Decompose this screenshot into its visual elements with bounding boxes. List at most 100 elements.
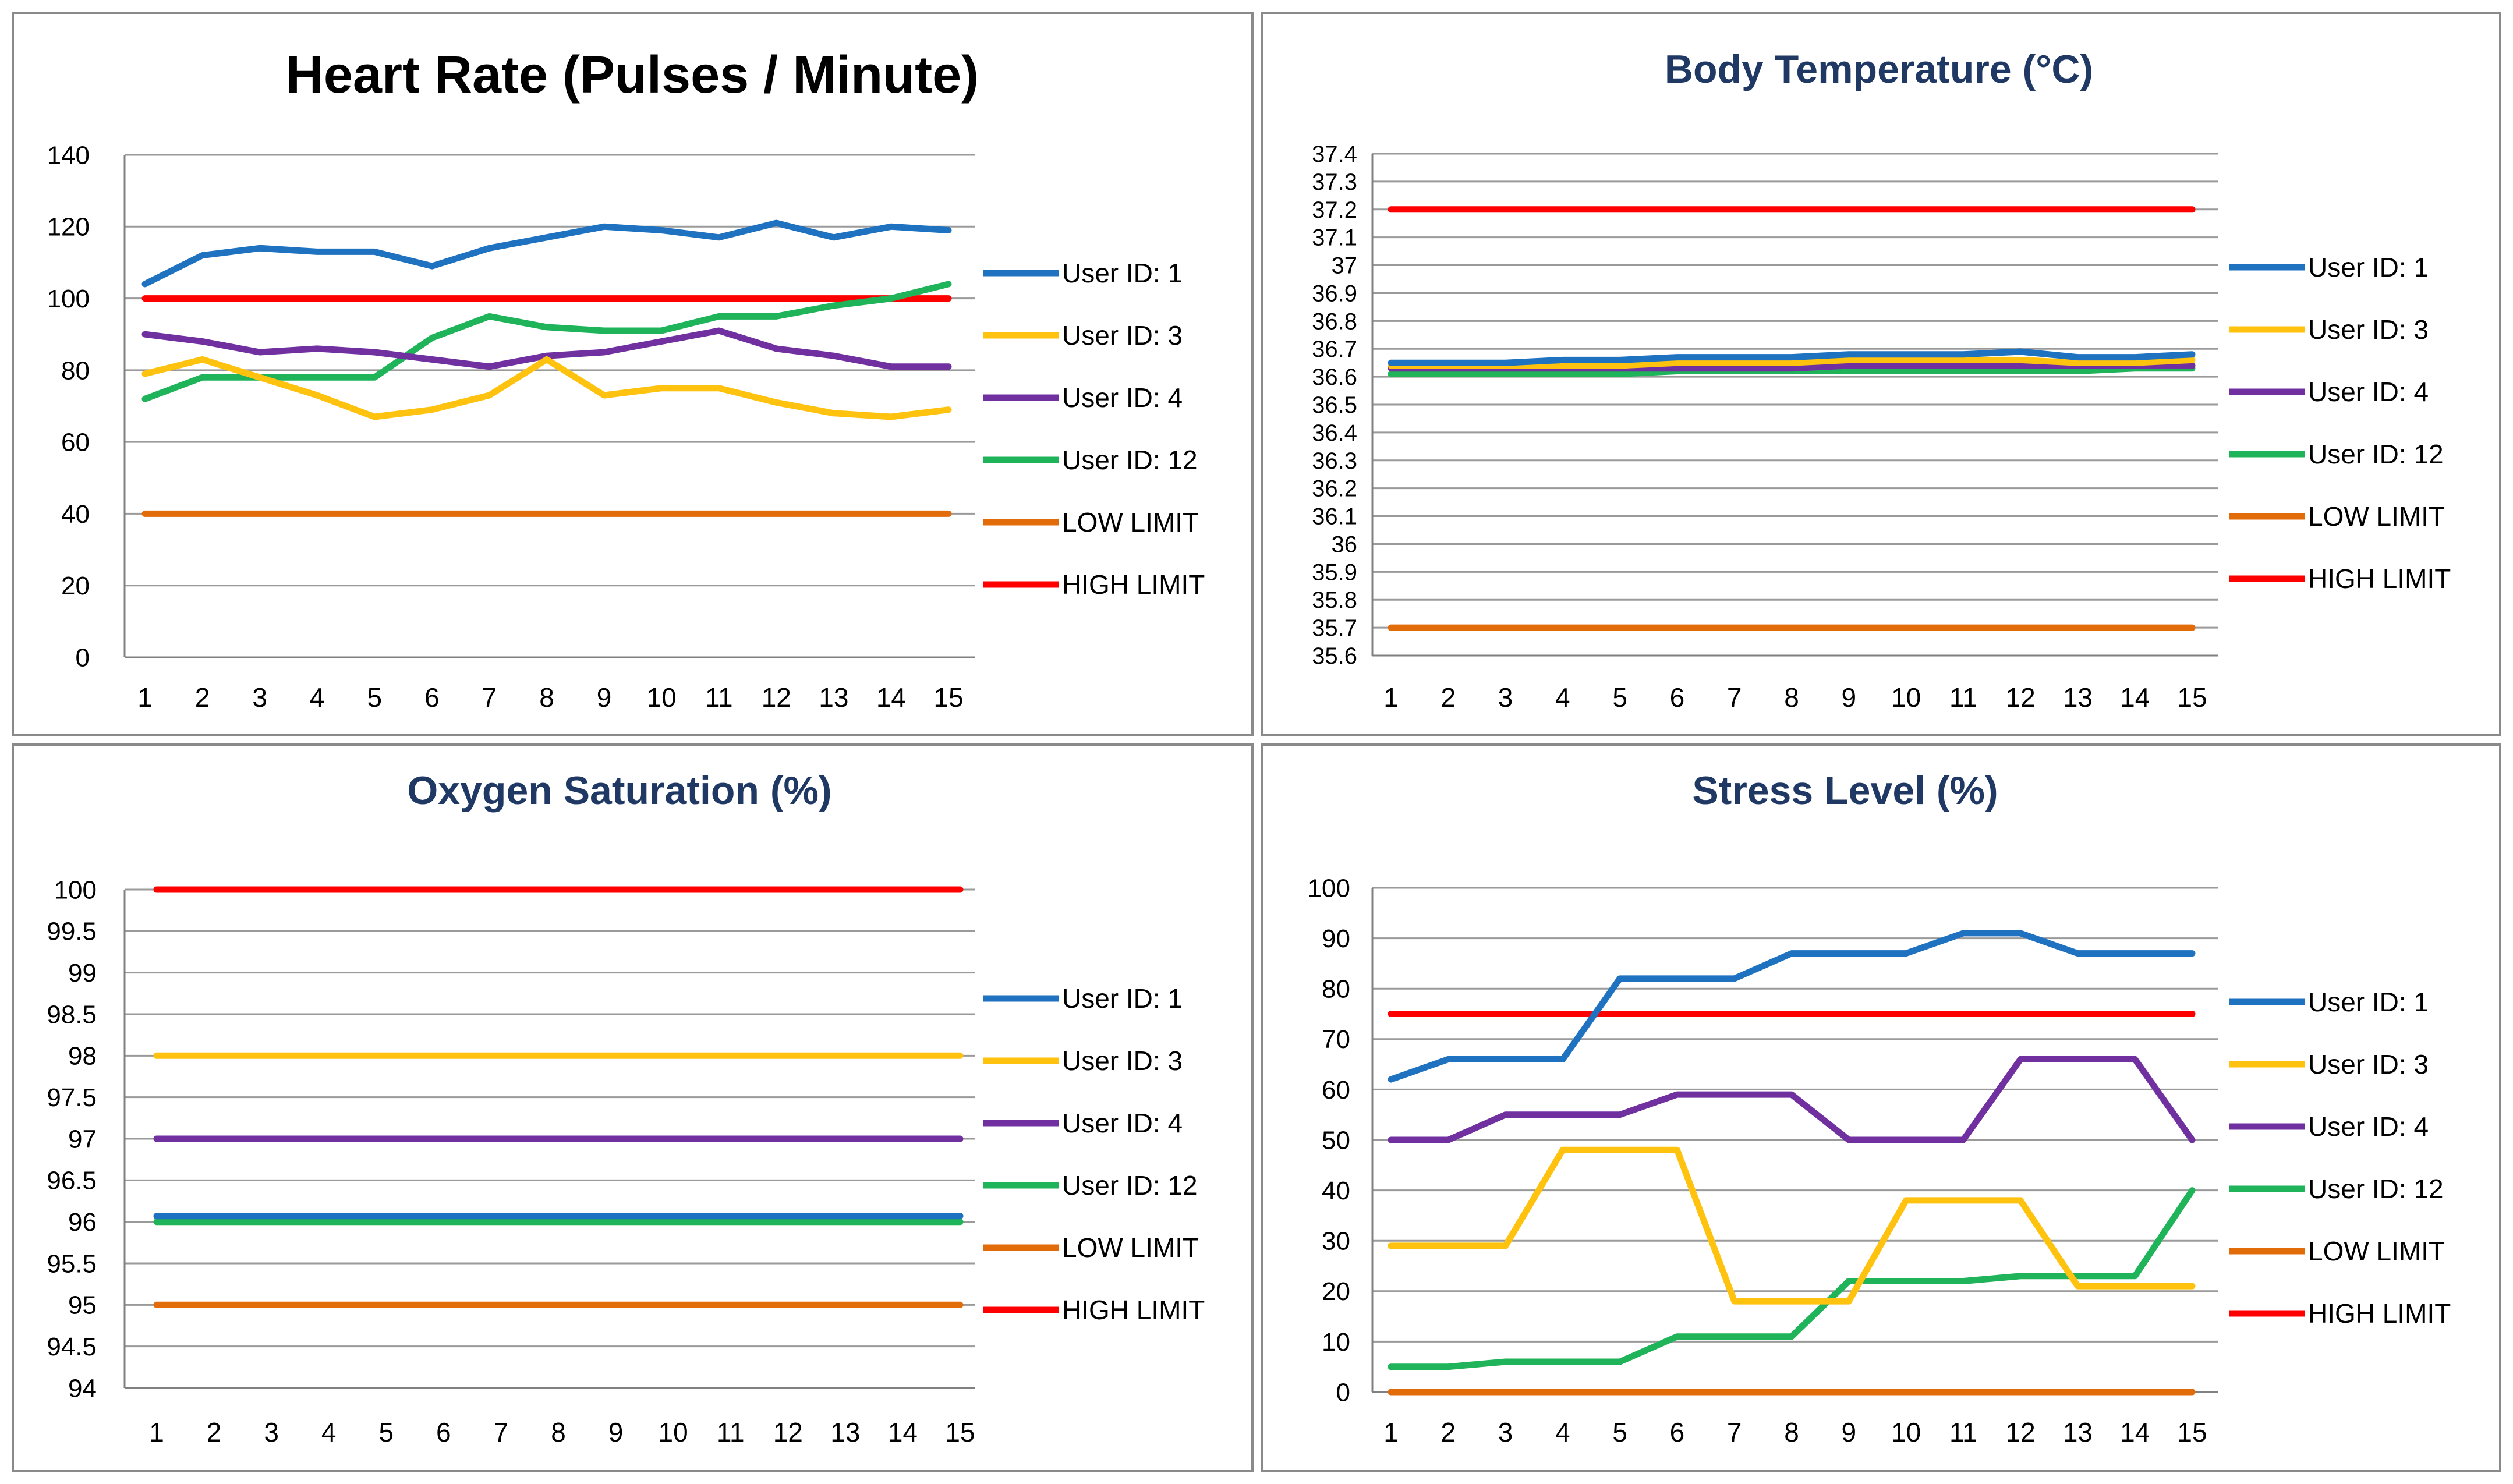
- heart-rate-series-user-id-1: [141, 219, 952, 288]
- oxygen-saturation-legend-label-user-id-1: User ID: 1: [1062, 983, 1183, 1014]
- oxygen-saturation-y-tick-label: 99: [68, 959, 97, 987]
- heart-rate-y-tick-label: 0: [76, 643, 90, 672]
- stress-level-legend-label-high-limit: HIGH LIMIT: [2308, 1298, 2451, 1329]
- stress-level-legend-label-low-limit: LOW LIMIT: [2308, 1236, 2445, 1266]
- oxygen-saturation-x-tick-label: 8: [551, 1417, 566, 1447]
- heart-rate-x-tick-label: 11: [705, 682, 733, 713]
- stress-level-legend-label-user-id-12: User ID: 12: [2308, 1174, 2444, 1204]
- oxygen-saturation-chart: Oxygen Saturation (%) 94 94.5 9 5 95.5 96 96.5…: [47, 768, 1205, 1447]
- body-temperature-y-tick-label: 37.2: [1312, 197, 1357, 223]
- heart-rate-x-tick-label: 8: [539, 682, 554, 713]
- heart-rate-x-tick-label: 9: [597, 682, 612, 713]
- body-temperature-y-tick-label: 36.7: [1312, 337, 1357, 362]
- oxygen-saturation-y-tick-label: 94.5: [47, 1333, 97, 1361]
- body-temperature-y-tick-label: 37.4: [1312, 141, 1357, 167]
- stress-level-x-tick-label: 13: [2063, 1417, 2093, 1447]
- heart-rate-x-tick-label: 4: [310, 682, 325, 713]
- body-temperature-y-tick-label: 36.1: [1312, 504, 1357, 530]
- body-temperature-y-tick-label: 35.7: [1312, 615, 1357, 641]
- heart-rate-legend-label-low-limit: LOW LIMIT: [1062, 507, 1199, 537]
- stress-level-x-tick-label: 2: [1440, 1417, 1456, 1447]
- body-temperature-legend-label-user-id-3: User ID: 3: [2308, 314, 2429, 345]
- stress-level-y-tick-label: 100: [1308, 874, 1350, 902]
- stress-level-x-tick-label: 4: [1555, 1417, 1570, 1447]
- oxygen-saturation-x-tick-label: 2: [207, 1417, 222, 1447]
- oxygen-saturation-legend-label-low-limit: LOW LIMIT: [1062, 1232, 1199, 1263]
- stress-level-x-tick-label: 12: [2006, 1417, 2036, 1447]
- body-temperature-y-tick-label: 36.6: [1312, 364, 1357, 390]
- stress-level-y-tick-label: 90: [1322, 925, 1350, 953]
- oxygen-saturation-x-tick-label: 10: [659, 1417, 688, 1447]
- body-temperature-y-tick-label: 37.1: [1312, 225, 1357, 251]
- body-temperature-x-tick-label: 3: [1498, 682, 1513, 713]
- body-temperature-y-tick-label: 36.4: [1312, 420, 1357, 446]
- body-temperature-chart: Body Temperature (°C) 35.635.735.835.936…: [1312, 47, 2451, 713]
- oxygen-saturation-legend-label-user-id-3: User ID: 3: [1062, 1046, 1183, 1076]
- stress-level-legend-label-user-id-3: User ID: 3: [2308, 1049, 2429, 1079]
- heart-rate-x-tick-label: 13: [819, 682, 848, 713]
- oxygen-saturation-x-tick-label: 6: [436, 1417, 451, 1447]
- oxygen-saturation-y-tick-label: 97: [68, 1125, 97, 1153]
- heart-rate-x-tick-label: 12: [762, 682, 791, 713]
- stress-level-chart-title: Stress Level (%): [1692, 768, 1998, 813]
- stress-level-x-tick-label: 1: [1383, 1417, 1399, 1447]
- stress-level-x-tick-label: 15: [2177, 1417, 2207, 1447]
- stress-level-x-tick-label: 11: [1949, 1417, 1977, 1447]
- body-temperature-x-tick-label: 15: [2177, 682, 2207, 713]
- heart-rate-y-tick-label: 100: [47, 285, 90, 313]
- body-temperature-series-user-id-1: [1388, 348, 2196, 366]
- oxygen-saturation-x-tick-label: 15: [945, 1417, 975, 1447]
- body-temperature-y-tick-label: 35.6: [1312, 643, 1357, 669]
- heart-rate-x-tick-label: 2: [195, 682, 210, 713]
- body-temperature-chart-title: Body Temperature (°C): [1665, 47, 2093, 91]
- body-temperature-x-tick-label: 14: [2120, 682, 2150, 713]
- stress-level-legend-label-user-id-4: User ID: 4: [2308, 1111, 2429, 1142]
- stress-level-x-tick-label: 9: [1841, 1417, 1856, 1447]
- oxygen-saturation-legend-label-user-id-4: User ID: 4: [1062, 1108, 1183, 1138]
- oxygen-saturation-x-tick-label: 1: [149, 1417, 164, 1447]
- stress-level-chart: Stress Level (%) 0 10 20 30 40 50 60 70 80 90 100 1…: [1308, 768, 2451, 1447]
- stress-level-y-tick-label: 60: [1322, 1076, 1350, 1104]
- heart-rate-series-user-id-3: [141, 356, 952, 420]
- heart-rate-series-user-id-12: [141, 281, 952, 402]
- oxygen-saturation-y-tick-label: 96: [68, 1208, 97, 1237]
- oxygen-saturation-x-tick-label: 11: [717, 1417, 745, 1447]
- body-temperature-x-tick-label: 12: [2006, 682, 2036, 713]
- stress-level-series-user-id-1: [1388, 930, 2196, 1083]
- body-temperature-x-tick-label: 7: [1727, 682, 1742, 713]
- oxygen-saturation-chart-title: Oxygen Saturation (%): [407, 768, 831, 813]
- oxygen-saturation-x-tick-label: 5: [378, 1417, 394, 1447]
- body-temperature-series-user-id-3: [1388, 356, 2196, 369]
- heart-rate-legend-label-user-id-1: User ID: 1: [1062, 258, 1183, 288]
- oxygen-saturation-y-tick-label: 100: [54, 876, 97, 904]
- heart-rate-legend-label-user-id-3: User ID: 3: [1062, 320, 1183, 350]
- body-temperature-x-tick-label: 11: [1949, 682, 1977, 713]
- stress-level-series-user-id-4: [1388, 1056, 2196, 1143]
- body-temperature-y-tick-label: 35.8: [1312, 587, 1357, 613]
- body-temperature-y-tick-label: 36.2: [1312, 476, 1357, 502]
- oxygen-saturation-x-tick-label: 14: [888, 1417, 918, 1447]
- stress-level-x-tick-label: 8: [1784, 1417, 1799, 1447]
- stress-level-chart-panel: Stress Level (%) 0 10 20 30 40 50 60 70 80 90 100 1…: [1261, 743, 2501, 1472]
- body-temperature-y-tick-label: 35.9: [1312, 559, 1357, 585]
- stress-level-y-tick-label: 0: [1336, 1378, 1350, 1407]
- heart-rate-y-tick-label: 40: [61, 500, 90, 529]
- body-temperature-legend-label-low-limit: LOW LIMIT: [2308, 501, 2445, 532]
- stress-level-series-user-id-3: [1388, 1146, 2196, 1305]
- body-temperature-legend-label-user-id-4: User ID: 4: [2308, 377, 2429, 407]
- oxygen-saturation-legend-label-high-limit: HIGH LIMIT: [1062, 1295, 1205, 1325]
- oxygen-saturation-y-tick-label: 94: [68, 1374, 97, 1402]
- oxygen-saturation-y-tick-label: 95.5: [47, 1249, 97, 1278]
- body-temperature-y-tick-label: 37: [1332, 253, 1358, 279]
- heart-rate-x-tick-label: 10: [647, 682, 677, 713]
- oxygen-saturation-x-tick-label: 9: [608, 1417, 624, 1447]
- oxygen-saturation-x-tick-label: 13: [830, 1417, 860, 1447]
- body-temperature-y-tick-label: 36: [1332, 532, 1358, 557]
- heart-rate-chart-panel: Heart Rate (Pulses / Minute) 0 20 40 60 80 10…: [12, 12, 1254, 736]
- body-temperature-x-tick-label: 9: [1841, 682, 1856, 713]
- stress-level-y-tick-label: 10: [1322, 1328, 1350, 1357]
- body-temperature-y-tick-label: 36.9: [1312, 281, 1357, 306]
- body-temperature-x-tick-label: 5: [1612, 682, 1627, 713]
- stress-level-x-tick-label: 6: [1670, 1417, 1685, 1447]
- oxygen-saturation-y-tick-label: 96.5: [47, 1167, 97, 1195]
